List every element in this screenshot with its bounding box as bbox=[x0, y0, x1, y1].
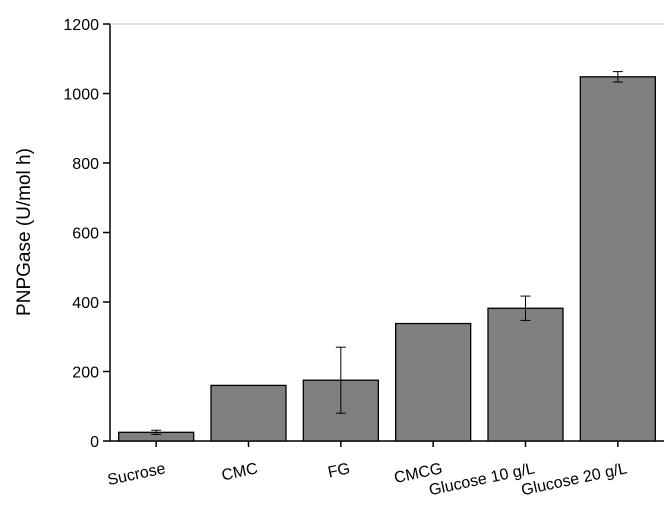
bar bbox=[395, 322, 472, 442]
bar bbox=[487, 307, 564, 442]
y-tick-label: 1000 bbox=[63, 87, 99, 104]
x-tick-label: CMC bbox=[220, 460, 259, 484]
x-tick-label: Glucose 10 g/L bbox=[428, 460, 537, 499]
bar bbox=[579, 76, 656, 442]
x-tick-label: Sucrose bbox=[106, 460, 167, 489]
y-tick-label: 400 bbox=[72, 295, 99, 312]
bar bbox=[210, 384, 287, 442]
y-tick-label: 800 bbox=[72, 156, 99, 173]
y-tick-label: 1200 bbox=[63, 17, 99, 34]
x-tick-label: Glucose 20 g/L bbox=[520, 460, 629, 499]
y-tick-label: 200 bbox=[72, 365, 99, 382]
y-tick-label: 0 bbox=[90, 434, 99, 451]
y-tick-label: 600 bbox=[72, 226, 99, 243]
x-tick-label: FG bbox=[326, 460, 351, 481]
y-axis-title: PNPGase (U/mol h) bbox=[14, 148, 35, 316]
